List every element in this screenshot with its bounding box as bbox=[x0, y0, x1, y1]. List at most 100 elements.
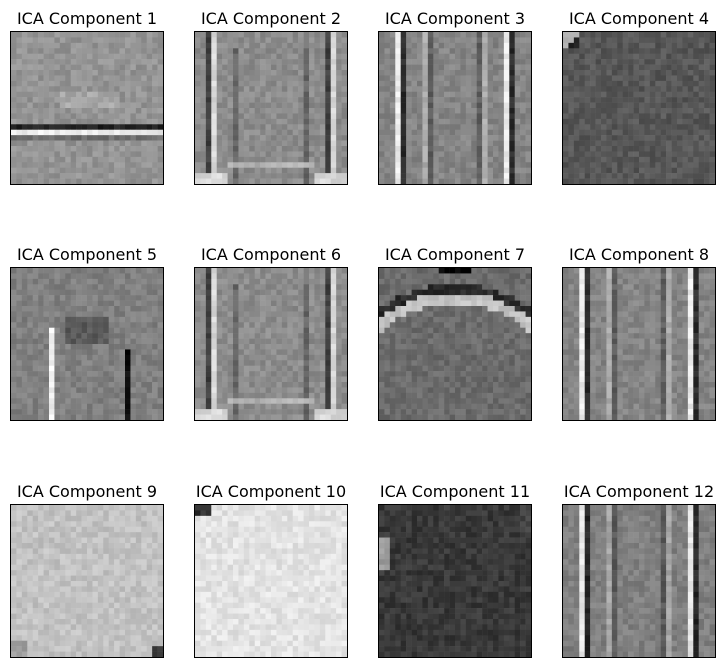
pixel-cell bbox=[103, 59, 109, 65]
pixel-cell bbox=[22, 273, 28, 279]
pixel-cell bbox=[109, 344, 115, 350]
pixel-cell bbox=[623, 108, 629, 114]
pixel-cell bbox=[255, 43, 261, 49]
pixel-cell bbox=[455, 59, 461, 65]
pixel-cell bbox=[120, 268, 126, 274]
pixel-cell bbox=[422, 103, 428, 109]
pixel-cell bbox=[33, 179, 39, 184]
pixel-cell bbox=[76, 409, 82, 415]
pixel-cell bbox=[141, 344, 147, 350]
pixel-cell bbox=[471, 284, 477, 290]
pixel-cell bbox=[488, 92, 494, 98]
pixel-cell bbox=[563, 32, 569, 38]
pixel-cell bbox=[639, 157, 645, 163]
pixel-cell bbox=[206, 173, 212, 179]
pixel-cell bbox=[590, 54, 596, 60]
pixel-cell bbox=[147, 415, 153, 420]
pixel-cell bbox=[130, 295, 136, 301]
pixel-cell bbox=[325, 355, 331, 361]
pixel-cell bbox=[293, 371, 299, 377]
pixel-cell bbox=[282, 322, 288, 328]
pixel-cell bbox=[287, 124, 293, 130]
pixel-cell bbox=[585, 179, 591, 184]
pixel-cell bbox=[92, 339, 98, 345]
pixel-cell bbox=[482, 146, 488, 152]
pixel-cell bbox=[320, 279, 326, 285]
pixel-cell bbox=[688, 92, 694, 98]
pixel-cell bbox=[384, 92, 390, 98]
pixel-cell bbox=[233, 103, 239, 109]
pixel-cell bbox=[233, 168, 239, 174]
pixel-cell bbox=[509, 162, 515, 168]
pixel-cell bbox=[455, 279, 461, 285]
pixel-cell bbox=[54, 377, 60, 383]
pixel-cell bbox=[152, 162, 158, 168]
pixel-cell bbox=[342, 284, 347, 290]
pixel-cell bbox=[282, 141, 288, 147]
pixel-cell bbox=[195, 398, 201, 404]
pixel-cell bbox=[417, 301, 423, 307]
pixel-cell bbox=[342, 317, 347, 323]
pixel-cell bbox=[309, 279, 315, 285]
pixel-cell bbox=[158, 119, 163, 125]
pixel-cell bbox=[304, 59, 310, 65]
pixel-cell bbox=[612, 81, 618, 87]
pixel-cell bbox=[276, 37, 282, 43]
pixel-cell bbox=[60, 317, 66, 323]
pixel-cell bbox=[109, 146, 115, 152]
pixel-cell bbox=[384, 32, 390, 38]
pixel-cell bbox=[125, 290, 131, 296]
pixel-cell bbox=[217, 295, 223, 301]
pixel-cell bbox=[509, 43, 515, 49]
pixel-cell bbox=[60, 157, 66, 163]
pixel-cell bbox=[49, 119, 55, 125]
pixel-cell bbox=[60, 404, 66, 410]
pixel-cell bbox=[623, 173, 629, 179]
pixel-cell bbox=[450, 97, 456, 103]
pixel-cell bbox=[639, 168, 645, 174]
pixel-cell bbox=[158, 333, 163, 339]
pixel-cell bbox=[455, 81, 461, 87]
pixel-cell bbox=[520, 290, 526, 296]
pixel-cell bbox=[293, 333, 299, 339]
pixel-cell bbox=[206, 141, 212, 147]
pixel-cell bbox=[206, 415, 212, 420]
pixel-cell bbox=[493, 295, 499, 301]
pixel-cell bbox=[114, 179, 120, 184]
pixel-cell bbox=[200, 59, 206, 65]
pixel-cell bbox=[710, 103, 715, 109]
pixel-cell bbox=[49, 108, 55, 114]
pixel-cell bbox=[147, 168, 153, 174]
pixel-cell bbox=[617, 97, 623, 103]
pixel-cell bbox=[217, 108, 223, 114]
pixel-cell bbox=[158, 75, 163, 81]
pixel-cell bbox=[422, 59, 428, 65]
pixel-cell bbox=[710, 48, 715, 54]
pixel-cell bbox=[217, 86, 223, 92]
pixel-cell bbox=[298, 32, 304, 38]
pixel-cell bbox=[238, 290, 244, 296]
pixel-cell bbox=[244, 70, 250, 76]
pixel-cell bbox=[152, 409, 158, 415]
pixel-cell bbox=[298, 409, 304, 415]
pixel-cell bbox=[49, 306, 55, 312]
pixel-cell bbox=[195, 124, 201, 130]
pixel-cell bbox=[141, 371, 147, 377]
pixel-cell bbox=[384, 268, 390, 274]
pixel-cell bbox=[255, 306, 261, 312]
pixel-cell bbox=[444, 32, 450, 38]
pixel-cell bbox=[498, 75, 504, 81]
pixel-cell bbox=[439, 75, 445, 81]
pixel-cell bbox=[211, 398, 217, 404]
pixel-cell bbox=[574, 168, 580, 174]
pixel-cell bbox=[255, 371, 261, 377]
pixel-cell bbox=[103, 387, 109, 393]
pixel-cell bbox=[233, 306, 239, 312]
pixel-cell bbox=[238, 393, 244, 399]
pixel-cell bbox=[644, 97, 650, 103]
pixel-cell bbox=[282, 387, 288, 393]
pixel-cell bbox=[233, 322, 239, 328]
pixel-cell bbox=[255, 360, 261, 366]
pixel-cell bbox=[11, 371, 17, 377]
pixel-cell bbox=[271, 141, 277, 147]
